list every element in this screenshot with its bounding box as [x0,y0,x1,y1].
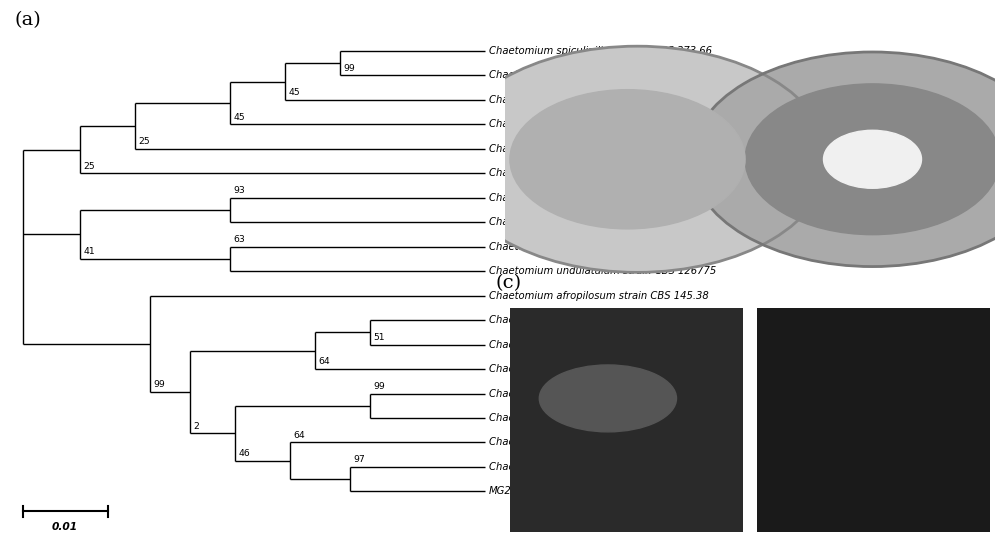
Text: Chaetomium tenue strain CBS 138.38: Chaetomium tenue strain CBS 138.38 [489,339,678,350]
Text: Chaetomium pilosum strain CBS 335.67: Chaetomium pilosum strain CBS 335.67 [489,193,689,203]
Text: 99: 99 [154,380,165,389]
Text: 46: 46 [239,449,250,458]
Text: 0.01: 0.01 [52,522,78,532]
Text: 97: 97 [354,455,365,464]
Text: (a): (a) [15,11,42,29]
Text: 2: 2 [194,422,199,431]
Text: Chaetomium globosum strain CBS 164.62: Chaetomium globosum strain CBS 164.62 [489,462,699,472]
Circle shape [446,46,828,272]
Text: Chaetomium coarctatum strain CBS 162.62: Chaetomium coarctatum strain CBS 162.62 [489,217,707,227]
Circle shape [824,130,922,188]
Text: Chaetomium globosum strain CBS 105.40: Chaetomium globosum strain CBS 105.40 [489,438,699,447]
Text: Chaetomium graminiforme strain CBS 506.84: Chaetomium graminiforme strain CBS 506.8… [489,95,717,105]
Text: Chaetomium subaffine strain CBS 637.91: Chaetomium subaffine strain CBS 637.91 [489,144,696,154]
Text: 45: 45 [288,88,300,97]
Text: MG2: MG2 [489,487,512,496]
Text: Chaetomium undulatulum strain CBS 126775: Chaetomium undulatulum strain CBS 126775 [489,266,716,276]
Text: 93: 93 [234,186,245,195]
Text: (c): (c) [495,274,521,292]
Text: Chaetomium tenue strain CBS 139.38: Chaetomium tenue strain CBS 139.38 [489,315,678,325]
Circle shape [745,84,1000,235]
Text: 25: 25 [138,137,150,146]
Text: 99: 99 [374,382,385,391]
Text: Chaetomium globosum strain CBS 148.51: Chaetomium globosum strain CBS 148.51 [489,388,699,398]
Text: 25: 25 [84,162,95,171]
Text: Chaetomium afropilosum strain CBS 145.38: Chaetomium afropilosum strain CBS 145.38 [489,291,709,301]
Text: Chaetomium globosum strain CBS 160.62: Chaetomium globosum strain CBS 160.62 [489,413,699,423]
Text: Chaetomium cochliodes strain CBS 155.52: Chaetomium cochliodes strain CBS 155.52 [489,168,702,178]
Text: 41: 41 [84,247,95,256]
Text: 99: 99 [344,64,355,73]
Text: 64: 64 [294,431,305,440]
Text: Chaetomium cucumericola strain CBS 126777: Chaetomium cucumericola strain CBS 12677… [489,242,720,252]
Text: 64: 64 [318,357,330,366]
Text: 63: 63 [234,235,245,244]
FancyBboxPatch shape [510,308,743,532]
Text: Chaetomium spirochaete strain CBS 730.84: Chaetomium spirochaete strain CBS 730.84 [489,119,708,129]
Circle shape [691,52,1000,266]
Text: Chaetomium spiculipilium strain CBS 373.66: Chaetomium spiculipilium strain CBS 373.… [489,46,712,56]
Text: Chaetomium tenue strain CBS 143.38: Chaetomium tenue strain CBS 143.38 [489,364,678,374]
FancyBboxPatch shape [757,308,990,532]
Text: 45: 45 [234,113,245,122]
Text: 51: 51 [374,333,385,342]
Circle shape [539,365,676,432]
Text: Chaetomium angustispirale strain CBS 137.58: Chaetomium angustispirale strain CBS 137… [489,70,720,81]
Circle shape [510,90,745,229]
